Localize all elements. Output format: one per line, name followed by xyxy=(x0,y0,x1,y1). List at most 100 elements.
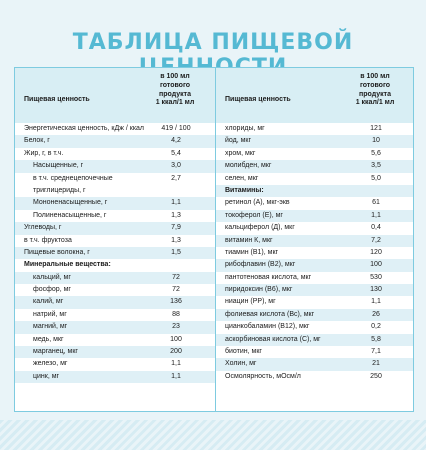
row-value: 5,8 xyxy=(371,335,381,343)
table-row: тиамин (В1), мкг 120 xyxy=(216,247,413,259)
row-value: 1,1 xyxy=(171,199,181,207)
row-label: Мононенасыщенные, г xyxy=(33,199,108,207)
table-row: Мононенасыщенные, г 1,1 xyxy=(15,197,215,210)
row-value: 3,0 xyxy=(171,162,181,170)
row-value: 1,3 xyxy=(171,236,181,244)
row-value: 0,4 xyxy=(371,224,381,232)
row-value: 5,0 xyxy=(371,174,381,182)
table-row: Насыщенные, г 3,0 xyxy=(15,160,215,173)
row-value: 72 xyxy=(172,273,180,281)
row-label: ниацин (РР), мг xyxy=(225,298,276,306)
table-row: хлориды, мг 121 xyxy=(216,123,413,135)
row-value: 136 xyxy=(170,298,182,306)
row-label: цинк, мг xyxy=(33,372,60,380)
table-row: Холин, мг 21 xyxy=(216,358,413,371)
row-label: цианкобаламин (В12), мкг xyxy=(225,323,310,331)
row-label: биотин, мкг xyxy=(225,348,262,356)
left-header-per-line: 1 ккал/1 мл xyxy=(155,99,195,107)
table-row: пантотеновая кислота, мкг 530 xyxy=(216,272,413,284)
row-label: йод, мкг xyxy=(225,137,252,145)
row-value: 4,2 xyxy=(171,137,181,145)
right-header-label: Пищевая ценность xyxy=(225,96,291,103)
table-row: калий, мг 136 xyxy=(15,296,215,309)
row-label: Полиненасыщенные, г xyxy=(33,211,107,219)
row-value: 1,1 xyxy=(371,211,381,219)
row-label: тиамин (В1), мкг xyxy=(225,248,279,256)
row-value: 5,6 xyxy=(371,149,381,157)
row-label: кальций, мг xyxy=(33,273,71,281)
table-row: кальциферол (Д), мкг 0,4 xyxy=(216,222,413,234)
table-row: молибден, мкг 3,5 xyxy=(216,160,413,173)
table-row: магний, мг 23 xyxy=(15,321,215,334)
row-label: Насыщенные, г xyxy=(33,162,84,170)
row-value: 21 xyxy=(372,360,380,368)
left-header: Пищевая ценность в 100 мл готового проду… xyxy=(15,68,215,123)
row-label: хлориды, мг xyxy=(225,125,265,132)
table-row: в т.ч. фруктоза 1,3 xyxy=(15,235,215,247)
right-header-per-line: 1 ккал/1 мл xyxy=(355,99,395,107)
row-value: 100 xyxy=(370,261,382,269)
table-row: триглицериды, г xyxy=(15,185,215,197)
row-label: железо, мг xyxy=(33,360,68,368)
table-row: Углеводы, г 7,9 xyxy=(15,222,215,235)
table-row: ниацин (РР), мг 1,1 xyxy=(216,296,413,308)
row-label: магний, мг xyxy=(33,323,68,331)
row-value: 10 xyxy=(372,137,380,145)
row-label: ретинол (А), мкг-экв xyxy=(225,199,290,207)
row-label: Пищевые волокна, г xyxy=(24,248,90,256)
row-value: 61 xyxy=(372,199,380,207)
table-row: Осмолярность, мОсм/л 250 xyxy=(216,371,413,383)
table-row: железо, мг 1,1 xyxy=(15,358,215,370)
row-label: в т.ч. фруктоза xyxy=(24,236,72,244)
left-header-per-line: готового xyxy=(159,81,191,89)
right-rows: хлориды, мг 121 йод, мкг 10 хром, мкг 5,6 моли… xyxy=(216,123,413,383)
row-label: натрий, мг xyxy=(33,310,67,318)
row-label: Осмолярность, мОсм/л xyxy=(225,372,301,380)
row-value: 250 xyxy=(370,372,382,380)
row-value: 5,4 xyxy=(171,149,181,157)
table-row: йод, мкг 10 xyxy=(216,135,413,148)
table-row: медь, мкг 100 xyxy=(15,334,215,346)
row-label: Жир, г, в т.ч. xyxy=(24,149,64,157)
row-value: 23 xyxy=(172,323,180,331)
row-label: фолиевая кислота (Вс), мкг xyxy=(225,310,315,318)
table-row: цинк, мг 1,1 xyxy=(15,370,215,384)
table-row: фосфор, мг 72 xyxy=(15,284,215,296)
section-header-row: Минеральные вещества: xyxy=(15,259,215,271)
row-value: 0,2 xyxy=(371,323,381,331)
section-header-row: Витамины: xyxy=(216,184,413,198)
right-header-per-line: продукта xyxy=(359,90,391,98)
left-column: Пищевая ценность в 100 мл готового проду… xyxy=(15,68,215,411)
row-label: токоферол (Е), мг xyxy=(225,211,283,219)
row-value: 530 xyxy=(370,273,382,281)
table-row: фолиевая кислота (Вс), мкг 26 xyxy=(216,308,413,322)
table-row: цианкобаламин (В12), мкг 0,2 xyxy=(216,321,413,333)
left-header-label: Пищевая ценность xyxy=(24,96,90,103)
table-row: Пищевые волокна, г 1,5 xyxy=(15,246,215,260)
row-value: 7,9 xyxy=(171,224,181,232)
right-header-per-line: в 100 мл xyxy=(360,73,390,80)
table-row: Энергетическая ценность, кДж / ккал 419 /… xyxy=(15,123,215,135)
row-label: пантотеновая кислота, мкг xyxy=(225,273,312,281)
left-header-per: в 100 мл готового продукта 1 ккал/1 мл xyxy=(149,73,201,108)
row-label: пиридоксин (В6), мкг xyxy=(225,286,293,294)
row-value: 7,1 xyxy=(371,348,381,356)
row-label: Минеральные вещества: xyxy=(24,261,111,269)
row-value: 200 xyxy=(170,348,182,356)
table-row: рибофлавин (В2), мкг 100 xyxy=(216,259,413,272)
row-value: 1,1 xyxy=(371,298,381,306)
nutrition-table: Пищевая ценность в 100 мл готового проду… xyxy=(14,67,414,412)
left-rows: Энергетическая ценность, кДж / ккал 419 /… xyxy=(15,123,215,384)
row-label: Белок, г xyxy=(24,137,50,145)
table-row: марганец, мкг 200 xyxy=(15,346,215,359)
row-value: 88 xyxy=(172,310,180,318)
row-value: 120 xyxy=(370,248,382,256)
row-label: селен, мкг xyxy=(225,174,259,182)
table-row: токоферол (Е), мг 1,1 xyxy=(216,209,413,223)
row-value: 2,7 xyxy=(171,174,181,182)
row-label: Витамины: xyxy=(225,186,264,194)
table-row: аскорбиновая кислота (С), мг 5,8 xyxy=(216,333,413,347)
row-label: хром, мкг xyxy=(225,149,256,157)
row-value: 26 xyxy=(372,310,380,318)
row-value: 130 xyxy=(370,286,382,294)
